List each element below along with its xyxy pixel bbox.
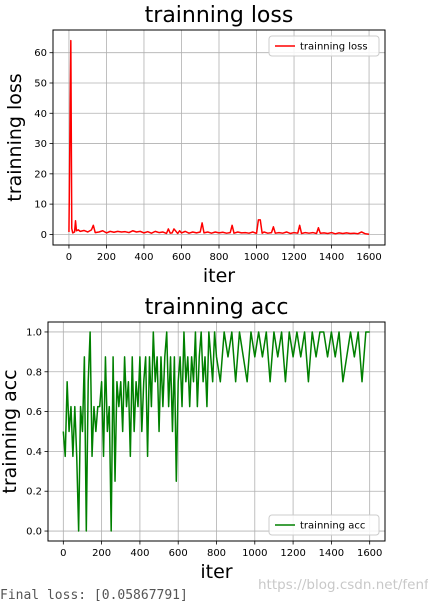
loss-grid — [53, 30, 385, 245]
acc-x-ticks: 0 200 400 600 800 1000 1200 1400 1600 — [60, 541, 382, 559]
acc-y-tick-label: 0.2 — [26, 487, 42, 498]
acc-chart: 0.0 0.2 0.4 0.6 0.8 1.0 0 200 400 600 800 1000 1200… — [0, 295, 386, 583]
acc-y-tick-label: 0.8 — [26, 367, 42, 378]
acc-y-tick-label: 0.0 — [26, 527, 42, 538]
loss-y-tick-label: 10 — [34, 200, 47, 211]
loss-plot-area — [68, 39, 370, 235]
loss-x-tick-label: 1000 — [244, 252, 269, 263]
acc-legend-box — [268, 514, 380, 536]
acc-series-line — [62, 331, 370, 532]
acc-y-tick-label: 1.0 — [26, 327, 42, 338]
acc-axes-frame — [47, 321, 386, 542]
acc-x-tick-label: 1000 — [242, 548, 267, 559]
loss-y-tick-label: 40 — [34, 109, 47, 120]
acc-y-tick-label: 0.4 — [26, 447, 42, 458]
acc-x-axis-label: iter — [200, 561, 232, 583]
acc-x-tick-label: 1400 — [319, 548, 344, 559]
acc-x-tick-label: 1200 — [280, 548, 305, 559]
loss-y-tick-label: 60 — [34, 48, 47, 59]
loss-y-tick-label: 20 — [34, 169, 47, 180]
loss-x-tick-label: 800 — [209, 252, 228, 263]
loss-y-axis-label: trainning loss — [4, 73, 26, 201]
loss-legend: trainning loss — [268, 35, 380, 57]
loss-axes-frame — [52, 29, 386, 246]
acc-x-tick-label: 800 — [207, 548, 226, 559]
watermark: https://blog.csdn.net/fenfee — [258, 577, 428, 593]
loss-y-ticks: 0 10 20 30 40 50 60 — [34, 48, 53, 241]
final-loss-output: Final loss: [0.05867791] — [0, 588, 188, 603]
acc-x-tick-label: 0 — [60, 548, 66, 559]
acc-legend-label: trainning acc — [300, 521, 365, 532]
loss-legend-label: trainning loss — [300, 42, 368, 53]
loss-legend-box — [268, 35, 380, 57]
loss-x-tick-label: 1600 — [356, 252, 381, 263]
loss-x-tick-label: 1200 — [281, 252, 306, 263]
acc-y-ticks: 0.0 0.2 0.4 0.6 0.8 1.0 — [26, 327, 48, 538]
loss-x-axis-label: iter — [203, 265, 235, 287]
acc-x-tick-label: 200 — [92, 548, 111, 559]
acc-y-tick-label: 0.6 — [26, 407, 42, 418]
loss-x-tick-label: 200 — [97, 252, 116, 263]
loss-chart: 0 10 20 30 40 50 60 0 200 400 600 800 1000 1200 1400 1… — [4, 3, 386, 287]
loss-x-tick-label: 1400 — [319, 252, 344, 263]
loss-x-tick-label: 600 — [172, 252, 191, 263]
acc-x-tick-label: 600 — [169, 548, 188, 559]
loss-y-tick-label: 0 — [41, 230, 47, 241]
loss-chart-title: trainning loss — [145, 3, 294, 28]
acc-x-tick-label: 1600 — [357, 548, 382, 559]
acc-x-tick-label: 400 — [130, 548, 149, 559]
loss-series-line — [68, 39, 370, 235]
loss-x-tick-label: 400 — [134, 252, 153, 263]
acc-y-axis-label: trainning acc — [0, 369, 21, 493]
loss-x-tick-label: 0 — [66, 252, 72, 263]
loss-y-tick-label: 50 — [34, 78, 47, 89]
loss-y-tick-label: 30 — [34, 139, 47, 150]
acc-chart-title: trainning acc — [145, 295, 289, 320]
loss-x-ticks: 0 200 400 600 800 1000 1200 1400 1600 — [66, 245, 382, 263]
acc-plot-area — [62, 331, 370, 532]
acc-legend: trainning acc — [268, 514, 380, 536]
